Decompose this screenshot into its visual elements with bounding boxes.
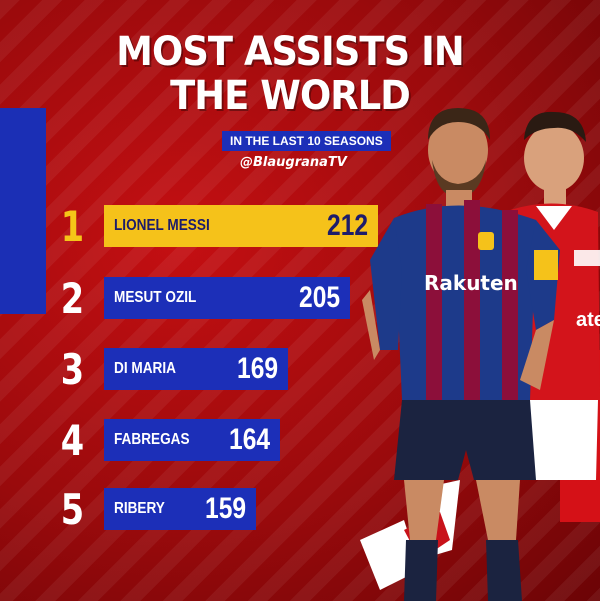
poster-title: MOST ASSISTS IN THE WORLD bbox=[111, 30, 470, 118]
players-illustration: ates Rakuten bbox=[360, 108, 600, 601]
sponsor-text-2: ates bbox=[576, 309, 600, 331]
assists-value: 164 bbox=[228, 423, 270, 456]
assists-value: 205 bbox=[298, 281, 340, 314]
social-handle: @BlaugranaTV bbox=[240, 155, 347, 170]
ranking-bar: RIBERY 159 bbox=[104, 488, 256, 530]
player-name: DI MARIA bbox=[114, 360, 176, 377]
player-name: MESUT OZIL bbox=[114, 289, 197, 306]
sponsor-text-1: Rakuten bbox=[424, 271, 518, 295]
rank-number: 5 bbox=[60, 485, 85, 534]
assists-value: 159 bbox=[204, 492, 246, 525]
assists-value: 212 bbox=[326, 209, 368, 242]
player-barcelona: Rakuten bbox=[362, 108, 560, 601]
ranking-bar: LIONEL MESSI 212 bbox=[104, 205, 378, 247]
rank-number: 4 bbox=[60, 416, 85, 465]
left-blue-bar bbox=[0, 108, 46, 314]
rank-number: 3 bbox=[60, 345, 85, 394]
player-name: LIONEL MESSI bbox=[114, 217, 210, 234]
ranking-bar: DI MARIA 169 bbox=[104, 348, 288, 390]
rank-number: 2 bbox=[60, 274, 85, 323]
assists-value: 169 bbox=[236, 352, 278, 385]
player-name: FABREGAS bbox=[114, 431, 190, 448]
ranking-bar: FABREGAS 164 bbox=[104, 419, 280, 461]
ranking-bar: MESUT OZIL 205 bbox=[104, 277, 350, 319]
title-line-2: THE WORLD bbox=[170, 73, 411, 119]
rank-number: 1 bbox=[60, 202, 85, 251]
title-line-1: MOST ASSISTS IN bbox=[116, 29, 464, 75]
player-name: RIBERY bbox=[114, 500, 165, 517]
subtitle-badge: IN THE LAST 10 SEASONS bbox=[222, 131, 391, 151]
